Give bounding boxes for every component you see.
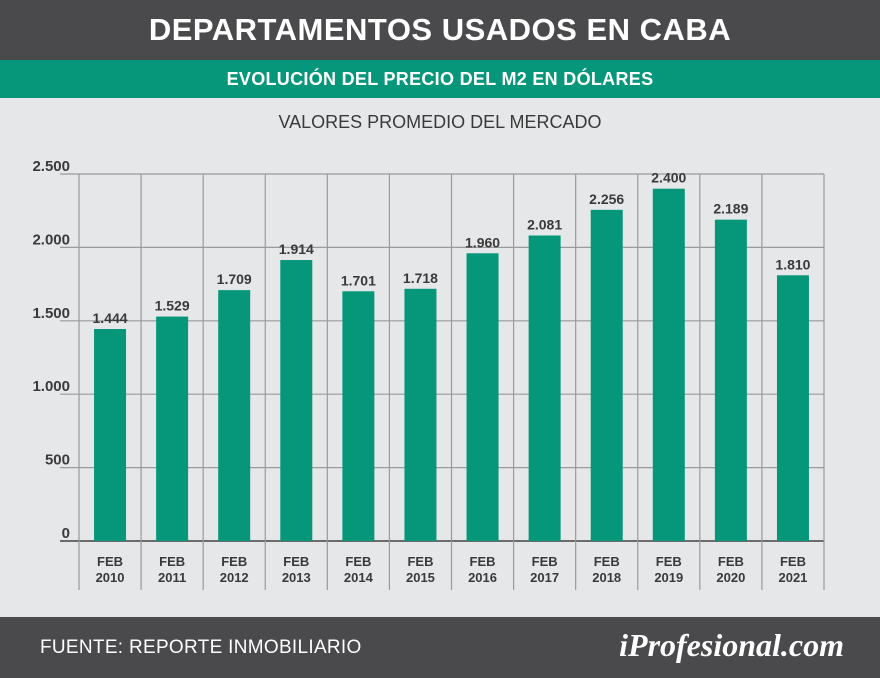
footer-bar: FUENTE: REPORTE INMOBILIARIO iProfesiona… (0, 617, 880, 678)
x-tick-label-month: FEB (407, 554, 433, 569)
bar (342, 291, 375, 541)
y-tick-label: 1.000 (32, 378, 70, 395)
bar (280, 260, 313, 541)
data-label: 2.256 (589, 191, 624, 207)
x-tick-label-year: 2011 (158, 570, 186, 585)
x-tick-label-month: FEB (97, 554, 123, 569)
data-label: 1.709 (217, 271, 252, 287)
bar (776, 275, 809, 541)
x-tick-label-month: FEB (718, 554, 744, 569)
data-label: 2.189 (713, 201, 748, 217)
x-tick-label-month: FEB (780, 554, 806, 569)
data-label: 2.400 (651, 170, 686, 186)
bar-chart: 05001.0001.5002.0002.5001.444FEB20101.52… (32, 158, 825, 590)
x-tick-label-month: FEB (345, 554, 371, 569)
brand-logo: iProfesional.com (619, 627, 844, 663)
data-label: 1.701 (341, 272, 376, 288)
y-tick-label: 2.500 (32, 158, 70, 175)
bar (528, 235, 561, 541)
x-tick-label-year: 2014 (344, 570, 374, 585)
x-tick-label-month: FEB (532, 554, 558, 569)
x-tick-label-month: FEB (656, 554, 682, 569)
page-title: DEPARTAMENTOS USADOS EN CABA (148, 12, 732, 47)
x-tick-label-year: 2018 (592, 570, 621, 585)
data-label: 1.810 (775, 256, 810, 272)
y-tick-label: 500 (45, 452, 70, 469)
x-tick-label-year: 2013 (282, 570, 311, 585)
x-tick-label-year: 2015 (406, 570, 435, 585)
data-label: 1.718 (403, 270, 438, 286)
x-tick-label-month: FEB (470, 554, 496, 569)
bar (218, 290, 251, 541)
x-tick-label-year: 2016 (468, 570, 497, 585)
bar (466, 253, 499, 541)
chart-subtitle: VALORES PROMEDIO DEL MERCADO (278, 112, 602, 132)
bar (714, 219, 747, 542)
source-label: FUENTE: REPORTE INMOBILIARIO (40, 637, 362, 658)
data-label: 2.081 (527, 217, 562, 233)
bar (652, 188, 685, 541)
x-tick-label-year: 2021 (778, 570, 807, 585)
bar (94, 329, 127, 541)
x-tick-label-month: FEB (221, 554, 247, 569)
data-label: 1.914 (279, 241, 314, 257)
subheader-bar: EVOLUCIÓN DEL PRECIO DEL M2 EN DÓLARES (0, 60, 880, 98)
x-tick-label-year: 2019 (654, 570, 683, 585)
x-tick-label-month: FEB (159, 554, 185, 569)
header-bar: DEPARTAMENTOS USADOS EN CABA (0, 0, 880, 60)
bar (156, 316, 189, 541)
x-tick-label-year: 2010 (96, 570, 125, 585)
chart-title: EVOLUCIÓN DEL PRECIO DEL M2 EN DÓLARES (226, 68, 654, 89)
x-tick-label-month: FEB (594, 554, 620, 569)
y-tick-label: 0 (62, 525, 70, 542)
y-tick-label: 1.500 (32, 305, 70, 322)
x-tick-label-year: 2020 (716, 570, 745, 585)
bar (404, 288, 437, 541)
x-tick-label-year: 2012 (220, 570, 249, 585)
y-tick-label: 2.000 (32, 231, 70, 248)
data-label: 1.960 (465, 234, 500, 250)
x-tick-label-year: 2017 (530, 570, 559, 585)
data-label: 1.444 (93, 310, 128, 326)
data-label: 1.529 (155, 298, 190, 314)
bar (590, 209, 623, 541)
x-tick-label-month: FEB (283, 554, 309, 569)
